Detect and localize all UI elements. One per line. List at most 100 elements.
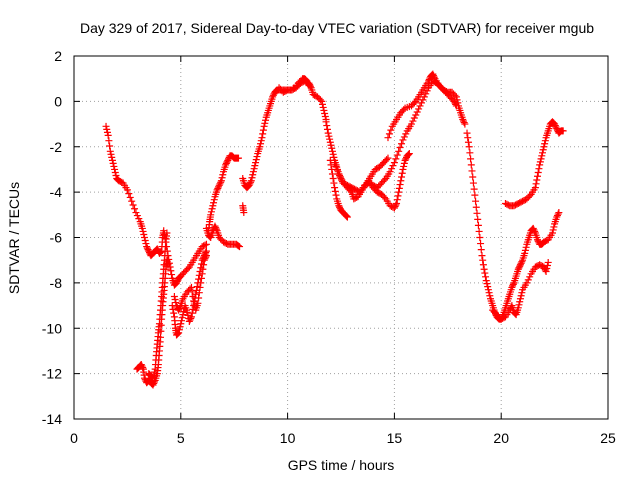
- data-point-marker: [410, 99, 418, 107]
- data-point-marker: [402, 130, 410, 138]
- data-point-marker: [481, 269, 489, 277]
- data-series: [202, 222, 244, 251]
- data-point-marker: [175, 305, 183, 313]
- data-point-marker: [395, 184, 403, 192]
- data-point-marker: [521, 249, 529, 257]
- data-point-marker: [509, 282, 517, 290]
- data-point-marker: [170, 309, 178, 317]
- data-point-marker: [472, 197, 480, 205]
- y-tick-label: -14: [42, 411, 62, 427]
- data-point-marker: [541, 266, 549, 274]
- data-point-marker: [477, 240, 485, 248]
- data-point-marker: [485, 289, 493, 297]
- data-point-marker: [194, 299, 202, 307]
- data-point-marker: [479, 261, 487, 269]
- data-point-marker: [544, 258, 552, 266]
- data-point-marker: [173, 277, 181, 285]
- data-point-marker: [303, 77, 311, 85]
- data-point-marker: [385, 130, 393, 138]
- y-tick-label: 2: [54, 48, 62, 64]
- data-point-marker: [210, 196, 218, 204]
- data-point-marker: [328, 170, 336, 178]
- data-point-marker: [224, 156, 232, 164]
- data-point-marker: [187, 313, 195, 321]
- y-tick-label: -6: [50, 230, 63, 246]
- data-point-marker: [252, 159, 260, 167]
- data-series: [384, 70, 469, 142]
- data-point-marker: [173, 330, 181, 338]
- data-point-marker: [541, 137, 549, 145]
- data-point-marker: [168, 271, 176, 279]
- data-point-marker: [256, 143, 264, 151]
- data-point-marker: [139, 227, 147, 235]
- data-point-marker: [150, 378, 158, 386]
- data-point-marker: [218, 174, 226, 182]
- data-point-marker: [383, 156, 391, 164]
- data-point-marker: [390, 204, 398, 212]
- data-point-marker: [137, 361, 145, 369]
- data-point-marker: [305, 81, 313, 89]
- data-point-marker: [336, 171, 344, 179]
- data-point-marker: [331, 184, 339, 192]
- data-point-marker: [108, 153, 116, 161]
- data-point-marker: [453, 96, 461, 104]
- data-point-marker: [173, 279, 181, 287]
- data-point-marker: [430, 73, 438, 81]
- data-point-marker: [332, 191, 340, 199]
- data-point-marker: [106, 147, 114, 155]
- data-point-marker: [335, 170, 343, 178]
- data-point-marker: [249, 171, 257, 179]
- data-point-marker: [480, 265, 488, 273]
- data-point-marker: [470, 185, 478, 193]
- data-point-marker: [143, 244, 151, 252]
- data-point-marker: [128, 197, 136, 205]
- data-point-marker: [511, 310, 519, 318]
- data-series: [326, 156, 351, 221]
- data-point-marker: [540, 143, 548, 151]
- data-point-marker: [537, 155, 545, 163]
- data-point-marker: [150, 368, 158, 376]
- data-point-marker: [538, 152, 546, 160]
- data-point-marker: [211, 222, 219, 230]
- data-point-marker: [387, 126, 395, 134]
- data-point-marker: [393, 151, 401, 159]
- data-point-marker: [332, 162, 340, 170]
- data-point-marker: [452, 93, 460, 101]
- data-point-marker: [234, 242, 242, 250]
- data-point-marker: [222, 159, 230, 167]
- data-point-marker: [323, 122, 331, 130]
- data-point-marker: [535, 165, 543, 173]
- data-point-marker: [176, 303, 184, 311]
- data-point-marker: [516, 261, 524, 269]
- data-point-marker: [346, 187, 354, 195]
- data-point-marker: [401, 156, 409, 164]
- data-point-marker: [149, 374, 157, 382]
- data-point-marker: [190, 297, 198, 305]
- data-point-marker: [111, 165, 119, 173]
- data-point-marker: [174, 330, 182, 338]
- data-point-marker: [328, 144, 336, 152]
- data-point-marker: [395, 147, 403, 155]
- data-point-marker: [106, 142, 114, 150]
- data-point-marker: [515, 264, 523, 272]
- data-point-marker: [214, 184, 222, 192]
- data-series: [489, 258, 552, 323]
- data-point-marker: [216, 180, 224, 188]
- data-series: [463, 129, 563, 323]
- data-point-marker: [321, 109, 329, 117]
- data-point-marker: [430, 72, 438, 80]
- data-point-marker: [459, 117, 467, 125]
- data-point-marker: [140, 374, 148, 382]
- data-point-marker: [262, 116, 270, 124]
- data-point-marker: [327, 161, 335, 169]
- x-tick-label: 5: [177, 430, 185, 446]
- data-point-marker: [172, 299, 180, 307]
- data-point-marker: [329, 150, 337, 158]
- data-point-marker: [543, 261, 551, 269]
- data-point-marker: [337, 175, 345, 183]
- data-point-marker: [195, 294, 203, 302]
- data-point-marker: [135, 215, 143, 223]
- data-point-marker: [217, 178, 225, 186]
- x-tick-label: 10: [280, 430, 296, 446]
- data-point-marker: [479, 256, 487, 264]
